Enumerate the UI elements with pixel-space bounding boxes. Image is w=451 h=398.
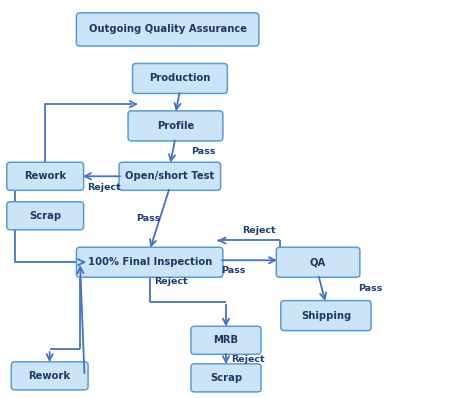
Text: Open/short Test: Open/short Test: [125, 171, 214, 181]
Text: Reject: Reject: [231, 355, 264, 363]
Text: Rework: Rework: [28, 371, 71, 381]
FancyBboxPatch shape: [76, 13, 258, 46]
Text: Rework: Rework: [24, 171, 66, 181]
FancyBboxPatch shape: [280, 300, 370, 331]
Text: Pass: Pass: [136, 214, 160, 223]
FancyBboxPatch shape: [276, 247, 359, 277]
Text: Reject: Reject: [241, 226, 275, 235]
FancyBboxPatch shape: [11, 362, 88, 390]
FancyBboxPatch shape: [190, 326, 261, 354]
Text: Pass: Pass: [358, 285, 382, 293]
Text: Outgoing Quality Assurance: Outgoing Quality Assurance: [88, 24, 246, 35]
Text: Reject: Reject: [87, 183, 120, 192]
Text: Scrap: Scrap: [209, 373, 242, 383]
Text: Profile: Profile: [156, 121, 193, 131]
FancyBboxPatch shape: [119, 162, 220, 190]
Text: Reject: Reject: [154, 277, 187, 286]
Text: Shipping: Shipping: [300, 310, 350, 321]
FancyBboxPatch shape: [128, 111, 222, 141]
Text: 100% Final Inspection: 100% Final Inspection: [87, 257, 211, 267]
FancyBboxPatch shape: [7, 202, 83, 230]
FancyBboxPatch shape: [7, 162, 83, 190]
Text: QA: QA: [309, 257, 326, 267]
Text: MRB: MRB: [213, 335, 238, 345]
FancyBboxPatch shape: [190, 364, 261, 392]
FancyBboxPatch shape: [132, 63, 227, 94]
FancyBboxPatch shape: [76, 247, 222, 277]
Text: Production: Production: [149, 74, 210, 84]
Text: Pass: Pass: [191, 147, 215, 156]
Text: Pass: Pass: [221, 265, 245, 275]
Text: Scrap: Scrap: [29, 211, 61, 221]
